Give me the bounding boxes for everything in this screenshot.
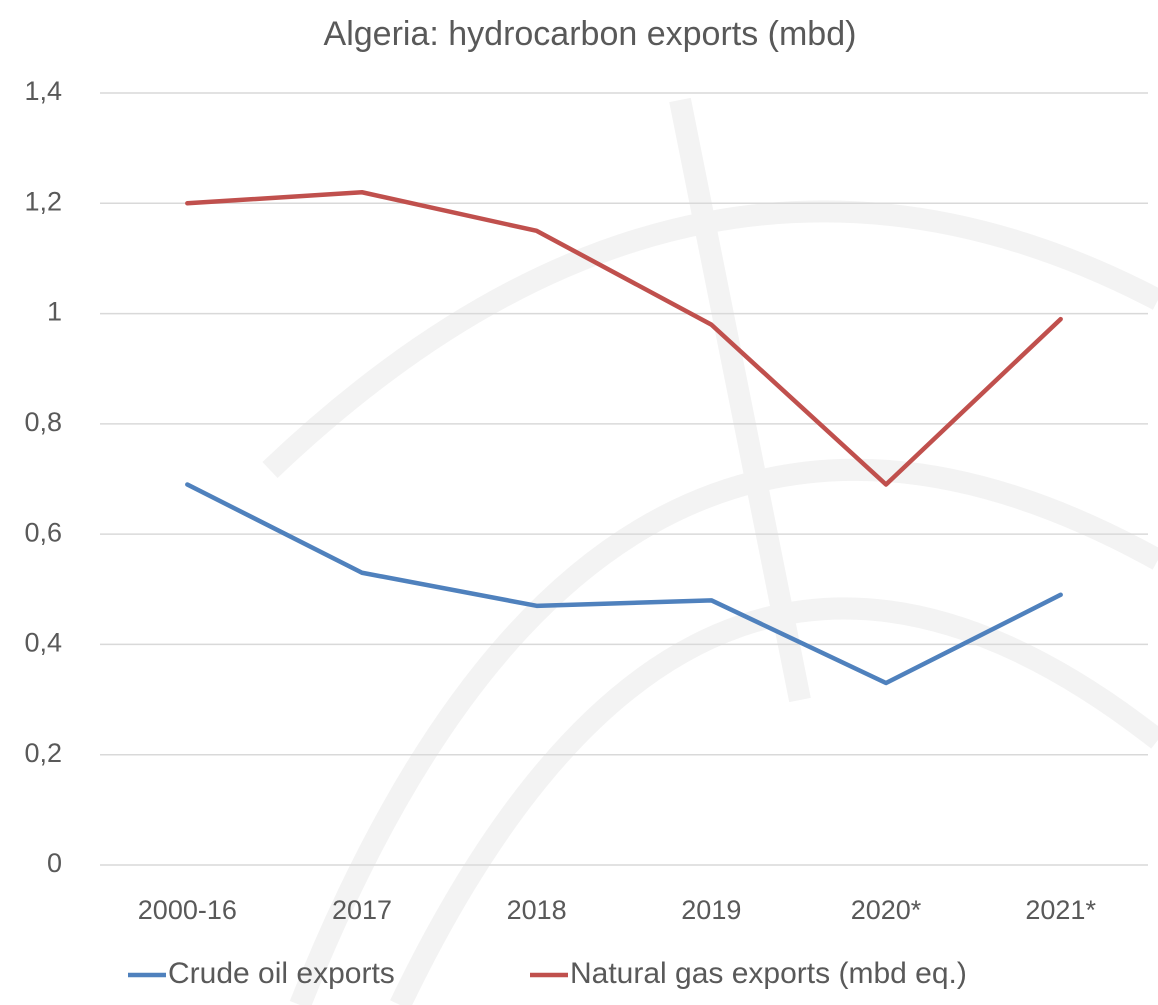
x-tick-label: 2000-16 — [138, 895, 237, 925]
y-tick-label: 0,6 — [24, 517, 62, 547]
x-tick-label: 2017 — [332, 895, 392, 925]
chart-title: Algeria: hydrocarbon exports (mbd) — [324, 15, 857, 53]
legend-label: Natural gas exports (mbd eq.) — [570, 957, 967, 990]
series-line — [185, 482, 1063, 686]
y-tick-label: 1,4 — [24, 76, 62, 106]
y-tick-label: 0 — [47, 848, 62, 878]
y-tick-label: 0,4 — [24, 628, 62, 658]
legend-label: Crude oil exports — [168, 957, 395, 990]
y-tick-label: 0,2 — [24, 738, 62, 768]
x-tick-label: 2018 — [507, 895, 567, 925]
x-tick-label: 2021* — [1025, 895, 1096, 925]
x-tick-label: 2019 — [681, 895, 741, 925]
watermark — [262, 97, 1158, 1005]
y-tick-label: 1 — [47, 297, 62, 327]
y-tick-label: 1,2 — [24, 186, 62, 216]
y-tick-label: 0,8 — [24, 407, 62, 437]
x-tick-label: 2020* — [851, 895, 922, 925]
series-line — [185, 190, 1063, 487]
